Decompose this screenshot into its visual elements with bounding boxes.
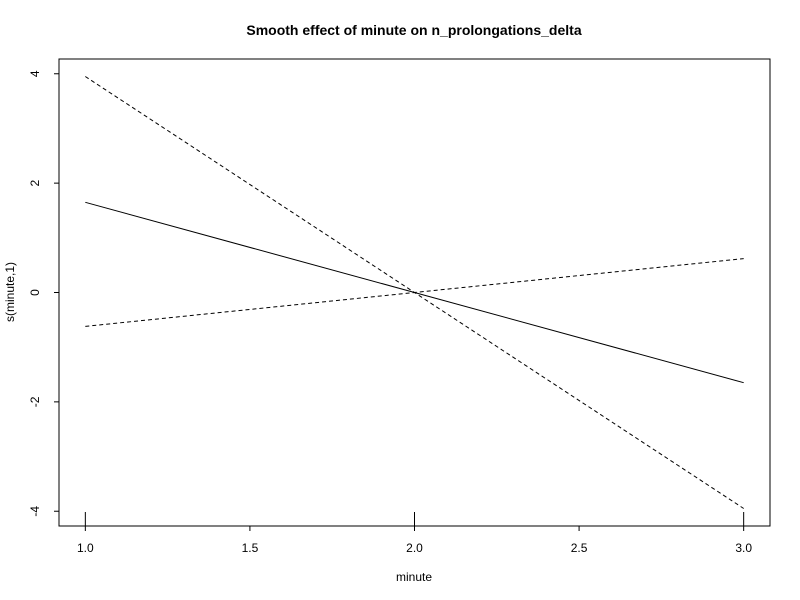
- upper-series-line: [85, 76, 744, 294]
- rug-layer: [84, 512, 745, 526]
- y-tick-label: -2: [28, 396, 42, 407]
- y-tick-label: 4: [28, 70, 42, 77]
- x-tick-label: 2.5: [571, 541, 588, 555]
- x-tick-label: 1.5: [242, 541, 259, 555]
- x-axis: 1.0 1.5 2.0 2.5 3.0: [77, 526, 752, 555]
- y-tick-label: -4: [28, 506, 42, 517]
- x-tick-label: 1.0: [77, 541, 94, 555]
- y-axis: -4 -2 0 2 4: [28, 70, 59, 517]
- x-tick-label: 2.0: [406, 541, 423, 555]
- y-axis-label: s(minute,1): [3, 262, 17, 322]
- series-layer: [85, 76, 744, 509]
- x-axis-label: minute: [396, 570, 432, 584]
- y-tick-label: 2: [28, 179, 42, 186]
- chart-title: Smooth effect of minute on n_prolongatio…: [246, 22, 581, 38]
- x-tick-label: 3.0: [735, 541, 752, 555]
- y-tick-label: 0: [28, 289, 42, 296]
- lower-series-line: [85, 291, 744, 509]
